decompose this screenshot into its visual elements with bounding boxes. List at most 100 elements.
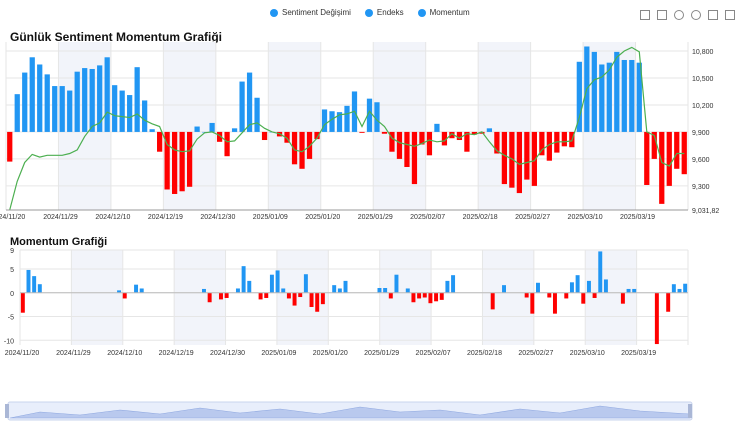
x-tick-label: 2024/12/30 <box>200 214 235 221</box>
sentiment-bar <box>464 131 470 152</box>
momentum-bar <box>309 292 314 307</box>
sentiment-bar <box>239 81 245 132</box>
momentum-bar <box>218 292 223 300</box>
momentum-bar <box>677 288 682 293</box>
momentum-bar <box>439 292 444 300</box>
sentiment-bar <box>501 131 508 185</box>
momentum-bar <box>683 283 688 293</box>
sentiment-bar <box>14 94 20 132</box>
momentum-bar <box>654 292 659 345</box>
legend-item-momentum[interactable]: Momentum <box>417 8 470 17</box>
momentum-bar <box>383 288 388 293</box>
sentiment-bar <box>509 131 515 188</box>
sentiment-bar <box>82 68 88 132</box>
x-tick-label: 2024/12/10 <box>95 214 130 221</box>
x-tick-label: 2025/03/19 <box>621 350 656 357</box>
sentiment-bar <box>321 109 328 132</box>
sentiment-bar <box>194 126 200 132</box>
sentiment-bar <box>494 131 500 154</box>
sentiment-bar <box>614 51 620 132</box>
momentum-bar <box>275 270 280 293</box>
x-band <box>379 250 432 345</box>
sentiment-bar <box>186 131 193 187</box>
momentum-bar <box>269 274 274 293</box>
x-band <box>373 42 426 210</box>
momentum-bar <box>569 282 574 293</box>
legend: Sentiment Değişimi Endeks Momentum <box>270 8 470 17</box>
sentiment-bar <box>157 131 163 152</box>
sentiment-bar <box>539 131 545 156</box>
x-tick-label: 2025/02/07 <box>410 214 445 221</box>
y-tick-label: 9 <box>10 248 14 255</box>
sentiment-bar <box>644 131 650 185</box>
sentiment-bar <box>164 131 170 190</box>
sentiment-bar <box>449 131 455 139</box>
momentum-bar <box>292 292 297 306</box>
momentum-bar <box>564 292 569 299</box>
polygon-select-icon[interactable] <box>674 10 684 20</box>
momentum-bar <box>671 284 676 293</box>
sentiment-bar <box>381 131 388 134</box>
momentum-bar <box>207 292 212 303</box>
momentum-bar <box>536 282 540 293</box>
sentiment-bar <box>59 86 65 132</box>
momentum-bar <box>20 292 25 313</box>
restore-icon[interactable] <box>708 10 718 20</box>
momentum-bar <box>122 292 127 299</box>
legend-item-endeks[interactable]: Endeks <box>364 8 404 17</box>
x-tick-label: 2024/11/29 <box>56 350 91 357</box>
sentiment-bar <box>599 64 605 132</box>
zoom-icon[interactable] <box>640 10 650 20</box>
x-band <box>71 250 123 345</box>
momentum-bar <box>224 292 229 298</box>
momentum-bar <box>422 292 427 298</box>
sentiment-bar <box>314 131 320 140</box>
momentum-bar <box>451 275 456 293</box>
momentum-bar <box>586 280 591 293</box>
sentiment-bar <box>44 74 50 132</box>
y-tick-label: 9,300 <box>692 184 710 191</box>
lasso-icon[interactable] <box>657 10 667 20</box>
x-tick-label: 2025/01/20 <box>313 350 348 357</box>
sentiment-bar <box>486 128 493 132</box>
momentum-bar <box>666 292 671 312</box>
momentum-bar <box>258 292 263 300</box>
legend-label: Sentiment Değişimi <box>282 8 351 17</box>
momentum-bar <box>598 251 603 293</box>
sentiment-bar <box>516 131 522 194</box>
clear-selection-icon[interactable] <box>691 10 701 20</box>
sentiment-bar <box>97 65 103 132</box>
momentum-bar <box>428 292 433 304</box>
sentiment-bar <box>89 68 95 132</box>
slider-left-handle[interactable] <box>5 404 9 418</box>
y-tick-label: 9,031,82 <box>692 208 719 215</box>
slider-right-handle[interactable] <box>688 404 692 418</box>
momentum-bar <box>502 285 506 293</box>
sentiment-bar <box>7 131 13 162</box>
chart-title: Günlük Sentiment Momentum Grafiği <box>10 30 223 44</box>
sentiment-bar <box>104 57 110 132</box>
momentum-bar <box>202 288 206 293</box>
x-tick-label: 2025/01/29 <box>364 350 399 357</box>
data-zoom-slider[interactable] <box>0 396 735 426</box>
momentum-bar <box>411 292 416 303</box>
legend-item-sentiment[interactable]: Sentiment Değişimi <box>270 8 351 17</box>
y-tick-label: 9,900 <box>692 130 710 137</box>
sentiment-bar <box>531 131 537 186</box>
momentum-bar <box>405 288 410 293</box>
momentum-bar <box>264 292 269 298</box>
x-tick-label: 2025/02/18 <box>467 350 502 357</box>
sentiment-bar <box>201 131 208 133</box>
sentiment-bar <box>456 131 463 141</box>
x-tick-label: 2024/12/30 <box>210 350 245 357</box>
sentiment-chart: 9,031,82 9,300 9,600 9,900 10,200 10,500 10,80… <box>0 42 719 221</box>
momentum-bar <box>343 280 348 293</box>
legend-label: Endeks <box>376 8 404 17</box>
momentum-bar <box>394 274 399 293</box>
sentiment-bar <box>22 72 28 132</box>
sentiment-bar <box>396 131 403 159</box>
sentiment-bar <box>67 90 73 132</box>
momentum-bar <box>235 288 240 293</box>
x-tick-label: 2025/02/27 <box>515 214 550 221</box>
sentiment-bar <box>374 102 380 132</box>
